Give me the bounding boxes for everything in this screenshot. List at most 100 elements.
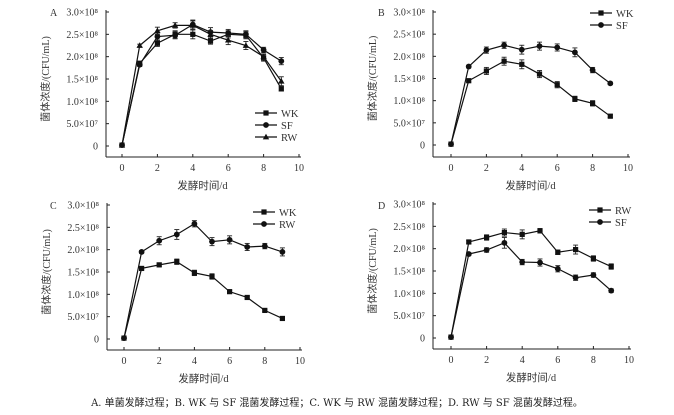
series-wk	[448, 56, 613, 147]
series-rw	[118, 20, 285, 148]
data-point	[590, 100, 596, 106]
x-tick-label: 8	[591, 355, 596, 366]
series-line	[450, 242, 612, 338]
series-line	[450, 44, 611, 145]
legend-label: RW	[615, 206, 631, 217]
data-point	[279, 249, 286, 255]
series-line	[121, 24, 282, 146]
x-tick-label: 6	[227, 356, 232, 367]
data-point	[173, 231, 180, 238]
x-tick-label: 0	[122, 356, 127, 367]
data-point	[154, 40, 160, 46]
data-point	[172, 32, 179, 39]
legend-label: SF	[281, 121, 293, 132]
data-point	[483, 68, 489, 74]
y-tick-label: 2.5×10⁸	[393, 222, 425, 233]
data-point	[519, 259, 526, 265]
series-sf	[448, 237, 615, 341]
data-point	[262, 307, 268, 314]
series-rw	[448, 228, 614, 340]
x-axis-label: 发酵时间/d	[178, 372, 229, 385]
legend-label: SF	[615, 218, 627, 229]
data-point	[519, 231, 525, 237]
data-point	[243, 31, 249, 38]
data-point	[608, 263, 614, 270]
y-tick-label: 1.0×10⁸	[393, 96, 425, 107]
series-line	[123, 261, 283, 339]
series-rw	[121, 220, 286, 342]
series-line	[450, 230, 612, 338]
x-tick-label: 2	[155, 163, 160, 174]
data-point	[466, 78, 472, 84]
series-wk	[119, 29, 284, 148]
data-point	[136, 42, 143, 48]
series-line	[121, 33, 282, 146]
x-tick-label: 8	[262, 356, 267, 367]
y-tick-label: 2.0×10⁸	[393, 244, 425, 255]
legend-marker	[598, 10, 604, 16]
y-tick-label: 5.0×10⁷	[393, 118, 425, 129]
y-tick-label: 3.0×10⁸	[393, 8, 425, 19]
series-wk	[121, 258, 285, 341]
y-tick-label: 2.0×10⁸	[66, 52, 98, 63]
data-point	[537, 259, 543, 266]
data-point	[465, 251, 472, 257]
panel-label: C	[50, 201, 57, 212]
x-tick-label: 0	[120, 163, 125, 174]
y-tick-label: 3.0×10⁸	[66, 8, 98, 19]
data-point	[483, 47, 490, 54]
y-tick-label: 2.0×10⁸	[393, 52, 425, 63]
legend-marker	[263, 110, 269, 116]
data-point	[227, 289, 233, 295]
data-point	[242, 42, 250, 48]
x-axis-label: 发酵时间/d	[505, 179, 556, 192]
y-tick-label: 0	[420, 334, 425, 345]
legend-marker	[262, 133, 270, 140]
x-tick-label: 2	[484, 355, 489, 366]
data-point	[465, 63, 472, 70]
x-tick-label: 8	[590, 163, 595, 174]
data-point	[590, 272, 597, 278]
y-axis-label: 菌体浓度/(CFU/mL)	[40, 229, 53, 315]
data-point	[244, 244, 251, 250]
legend-label: WK	[281, 109, 299, 120]
x-tick-label: 6	[555, 163, 560, 174]
y-tick-label: 1.0×10⁸	[67, 290, 99, 301]
data-point	[554, 44, 561, 51]
series-line	[123, 223, 283, 339]
panel-label: B	[378, 8, 385, 19]
data-point	[191, 220, 198, 227]
legend-marker	[598, 22, 604, 28]
data-point	[483, 247, 490, 253]
y-tick-label: 1.5×10⁸	[67, 268, 99, 279]
data-point	[189, 22, 196, 28]
data-point	[536, 71, 543, 77]
data-point	[589, 67, 596, 73]
data-point	[226, 236, 233, 243]
chart-panel-a: A 0 5.0×10⁷ 1.0×10⁸ 1.5×10⁸ 2.0×10⁸ 2.5×10⁸ 3.0…	[39, 8, 304, 193]
y-tick-label: 1.0×10⁸	[66, 97, 98, 108]
legend-marker	[597, 207, 603, 213]
x-tick-label: 4	[192, 356, 197, 367]
data-point	[191, 270, 197, 276]
data-point	[448, 334, 454, 341]
data-point	[156, 262, 162, 268]
data-point	[209, 273, 215, 280]
data-point	[590, 255, 596, 262]
data-point	[501, 42, 507, 49]
legend-marker	[261, 221, 267, 227]
data-point	[519, 61, 525, 67]
data-point	[156, 237, 163, 244]
data-point	[518, 46, 525, 53]
x-tick-label: 8	[261, 163, 266, 174]
x-tick-label: 6	[226, 163, 231, 174]
data-point	[608, 287, 615, 294]
data-point	[121, 335, 127, 342]
data-point	[501, 58, 507, 64]
data-point	[554, 265, 561, 272]
data-point	[260, 53, 267, 60]
y-axis-label: 菌体浓度/(CFU/mL)	[366, 36, 379, 122]
x-tick-label: 10	[294, 163, 304, 174]
chart-panel-b: B 0 5.0×10⁷ 1.0×10⁸ 1.5×10⁸ 2.0×10⁸ 2.5×10⁸ 3.0…	[366, 8, 634, 193]
